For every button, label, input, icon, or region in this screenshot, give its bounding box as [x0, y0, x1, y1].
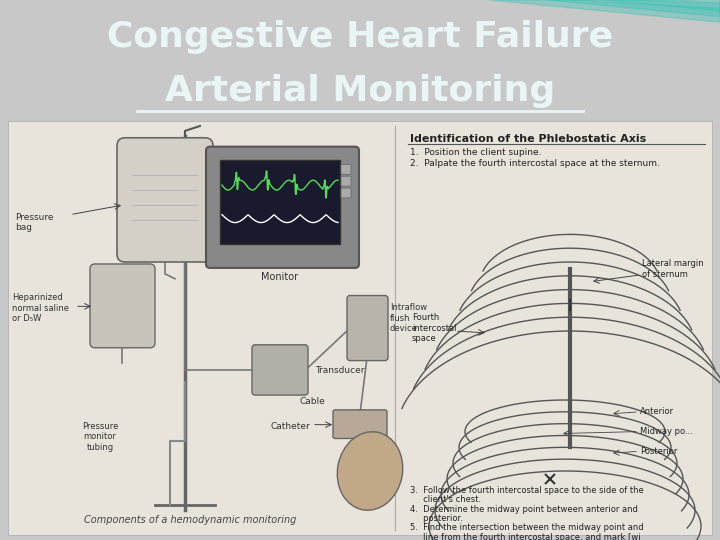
Text: Congestive Heart Failure: Congestive Heart Failure — [107, 20, 613, 54]
Text: Transducer: Transducer — [315, 366, 364, 375]
Text: Intraflow
flush
device: Intraflow flush device — [390, 303, 427, 333]
FancyBboxPatch shape — [206, 147, 359, 268]
Text: Midway po...: Midway po... — [640, 427, 693, 436]
FancyBboxPatch shape — [220, 160, 340, 244]
Text: line from the fourth intercostal space, and mark [wi: line from the fourth intercostal space, … — [410, 532, 641, 540]
FancyBboxPatch shape — [341, 188, 351, 198]
FancyBboxPatch shape — [252, 345, 308, 395]
Text: Pressure
bag: Pressure bag — [15, 213, 53, 232]
Text: client's chest.: client's chest. — [410, 495, 481, 504]
Text: Components of a hemodynamic monitoring: Components of a hemodynamic monitoring — [84, 515, 296, 525]
Text: Arterial Monitoring: Arterial Monitoring — [165, 73, 555, 107]
Text: Fourth
intercostal
space: Fourth intercostal space — [412, 313, 456, 343]
Ellipse shape — [337, 432, 402, 510]
FancyBboxPatch shape — [8, 121, 712, 535]
FancyBboxPatch shape — [117, 138, 213, 262]
Text: 4.  Determine the midway point between anterior and: 4. Determine the midway point between an… — [410, 504, 638, 514]
Text: 1.  Position the client supine.: 1. Position the client supine. — [410, 147, 541, 157]
FancyBboxPatch shape — [90, 264, 155, 348]
FancyBboxPatch shape — [333, 410, 387, 438]
Polygon shape — [547, 0, 720, 17]
Text: Posterior: Posterior — [640, 447, 678, 456]
Text: 5.  Find the intersection between the midway point and: 5. Find the intersection between the mid… — [410, 523, 644, 532]
FancyBboxPatch shape — [341, 176, 351, 186]
Text: Heparinized
normal saline
or D₅W: Heparinized normal saline or D₅W — [12, 293, 69, 323]
Text: Lateral margin
of sternum: Lateral margin of sternum — [642, 259, 703, 279]
Polygon shape — [605, 0, 720, 11]
Text: Catheter: Catheter — [270, 422, 310, 431]
Text: 3.  Follow the fourth intercostal space to the side of the: 3. Follow the fourth intercostal space t… — [410, 486, 644, 495]
Polygon shape — [490, 0, 720, 22]
Text: Anterior: Anterior — [640, 407, 674, 416]
FancyBboxPatch shape — [347, 295, 388, 361]
Text: Cable: Cable — [300, 397, 325, 407]
Text: 2.  Palpate the fourth intercostal space at the sternum.: 2. Palpate the fourth intercostal space … — [410, 159, 660, 168]
Text: Identification of the Phlebostatic Axis: Identification of the Phlebostatic Axis — [410, 134, 647, 144]
Text: posterior.: posterior. — [410, 514, 463, 523]
FancyBboxPatch shape — [341, 164, 351, 174]
Text: Pressure
monitor
tubing: Pressure monitor tubing — [82, 422, 118, 451]
Text: Monitor: Monitor — [261, 272, 299, 282]
